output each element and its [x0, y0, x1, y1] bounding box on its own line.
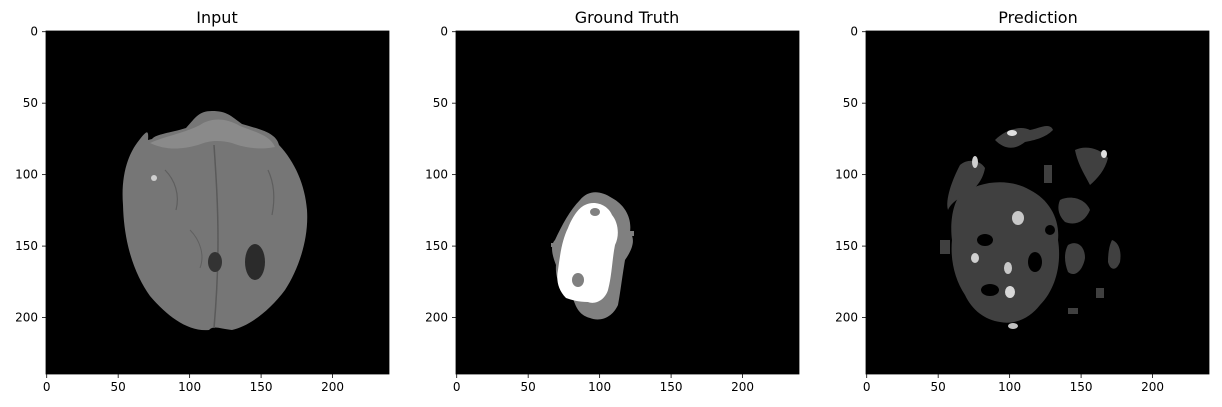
prediction-highlight [1004, 262, 1012, 274]
prediction-region [1044, 165, 1052, 183]
prediction-region [940, 240, 950, 254]
prediction-highlight [1008, 323, 1018, 329]
image-area [456, 31, 799, 374]
brain-image [122, 111, 308, 331]
y-tick-label: 150 [425, 239, 448, 253]
x-tick-label: 200 [1141, 380, 1164, 394]
prediction-region [1068, 308, 1078, 314]
y-tick-label: 200 [15, 311, 38, 325]
panel-title: Input [196, 8, 237, 27]
x-tick-label: 150 [1070, 380, 1093, 394]
prediction-hole [1045, 225, 1055, 235]
image-background [456, 31, 799, 374]
brain-sulcus [267, 169, 275, 216]
x-tick-label: 200 [731, 380, 754, 394]
segmentation-mask [551, 192, 634, 320]
y-tick-label: 0 [30, 25, 38, 39]
x-tick-label: 100 [998, 380, 1021, 394]
panel-input: Input 0 50 100 150 200 [15, 8, 390, 394]
prediction-highlight [1012, 211, 1024, 225]
y-tick-label: 100 [15, 168, 38, 182]
axis-frame [45, 30, 390, 375]
y-axis: 0 50 100 150 200 [835, 25, 866, 325]
prediction-region [1096, 288, 1104, 298]
brain-lesion [245, 244, 265, 280]
brain-sulcus [164, 169, 178, 211]
y-axis: 0 50 100 150 200 [15, 25, 46, 325]
axis-border [45, 30, 390, 375]
y-tick-label: 100 [425, 168, 448, 182]
x-tick-label: 50 [931, 380, 946, 394]
axis-border [455, 30, 800, 375]
y-axis: 0 50 100 150 200 [425, 25, 456, 325]
x-tick-label: 50 [521, 380, 536, 394]
axis-border [865, 30, 1210, 375]
axis-frame [865, 30, 1210, 375]
brain-frontal-region [150, 119, 275, 149]
brain-lesion [208, 252, 222, 272]
x-tick-label: 0 [863, 380, 871, 394]
prediction-region [1058, 197, 1090, 224]
prediction-hole [977, 234, 993, 246]
y-tick-label: 0 [440, 25, 448, 39]
y-tick-label: 100 [835, 168, 858, 182]
y-tick-label: 50 [433, 96, 448, 110]
panel-ground-truth: Ground Truth 0 50 100 150 200 0 50 100 150 200 [425, 8, 800, 394]
y-tick-label: 0 [850, 25, 858, 39]
x-tick-label: 0 [453, 380, 461, 394]
x-tick-label: 100 [178, 380, 201, 394]
x-tick-label: 0 [43, 380, 51, 394]
prediction-highlight [1007, 130, 1017, 136]
prediction-mask [940, 125, 1121, 329]
prediction-highlight [972, 156, 978, 168]
tumor-edema-spot [572, 273, 584, 287]
image-area [46, 31, 389, 374]
y-tick-label: 50 [23, 96, 38, 110]
image-area [866, 31, 1209, 374]
prediction-region [1075, 147, 1108, 185]
y-tick-label: 150 [835, 239, 858, 253]
y-tick-label: 150 [15, 239, 38, 253]
prediction-hole [1028, 252, 1042, 272]
prediction-highlight [1101, 150, 1107, 158]
brain-sulcus [189, 229, 203, 269]
tumor-edema-spot [551, 243, 559, 247]
y-tick-label: 50 [843, 96, 858, 110]
tumor-edema-spot [622, 231, 634, 236]
brain-midline [213, 144, 219, 329]
x-axis: 0 50 100 150 200 [43, 374, 344, 394]
prediction-region [1108, 240, 1121, 269]
x-tick-label: 150 [660, 380, 683, 394]
panel-prediction: Prediction [835, 8, 1210, 394]
x-axis: 0 50 100 150 200 [453, 374, 754, 394]
tumor-edema-spot [590, 208, 600, 216]
y-tick-label: 200 [835, 311, 858, 325]
panel-title: Prediction [998, 8, 1077, 27]
prediction-hole [981, 284, 999, 296]
x-axis: 0 50 100 150 200 [863, 374, 1164, 394]
x-tick-label: 200 [321, 380, 344, 394]
prediction-highlight [1005, 286, 1015, 298]
axis-frame [455, 30, 800, 375]
brain-bright-spot [151, 175, 157, 181]
x-tick-label: 50 [111, 380, 126, 394]
prediction-highlight [971, 253, 979, 263]
x-tick-label: 100 [588, 380, 611, 394]
panel-title: Ground Truth [575, 8, 680, 27]
y-tick-label: 200 [425, 311, 448, 325]
x-tick-label: 150 [250, 380, 273, 394]
prediction-region [1065, 243, 1085, 275]
prediction-region [951, 182, 1060, 323]
prediction-region [947, 160, 985, 210]
